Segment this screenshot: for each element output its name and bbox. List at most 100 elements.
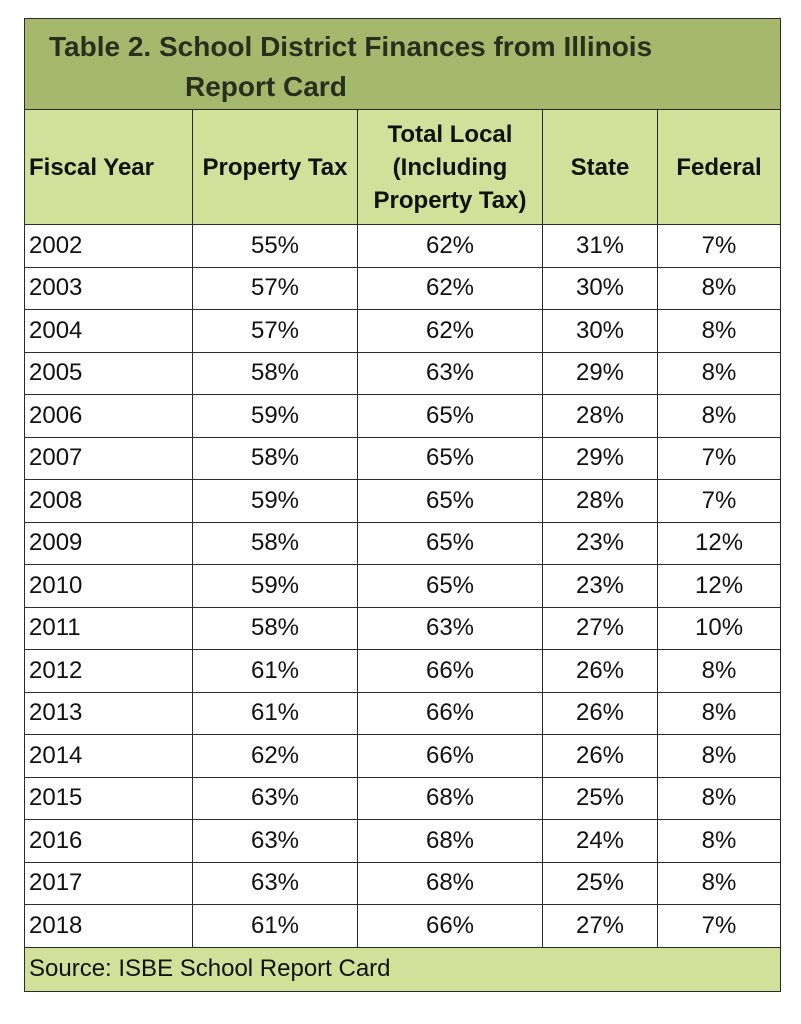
- cell-fiscal-year: 2014: [24, 734, 193, 778]
- cell-federal: 7%: [656, 436, 782, 480]
- header-row: Fiscal Year Property Tax Total Local (In…: [24, 109, 782, 225]
- cell-total-local: 65%: [357, 521, 543, 565]
- cell-state: 26%: [542, 649, 658, 693]
- cell-total-local: 63%: [357, 351, 543, 395]
- cell-federal: 8%: [656, 394, 782, 438]
- cell-state: 23%: [542, 521, 658, 565]
- table-row: 2010 59% 65% 23% 12%: [24, 564, 782, 608]
- cell-federal: 8%: [656, 691, 782, 735]
- table-row: 2011 58% 63% 27% 10%: [24, 606, 782, 650]
- header-federal: Federal: [656, 109, 782, 225]
- cell-federal: 10%: [656, 606, 782, 650]
- cell-total-local: 65%: [357, 436, 543, 480]
- cell-state: 25%: [542, 776, 658, 820]
- cell-property-tax: 63%: [192, 776, 358, 820]
- cell-total-local: 66%: [357, 904, 543, 948]
- cell-property-tax: 61%: [192, 691, 358, 735]
- cell-state: 30%: [542, 309, 658, 353]
- cell-federal: 7%: [656, 904, 782, 948]
- cell-total-local: 68%: [357, 861, 543, 905]
- cell-state: 30%: [542, 266, 658, 310]
- cell-property-tax: 59%: [192, 479, 358, 523]
- cell-state: 25%: [542, 861, 658, 905]
- cell-property-tax: 59%: [192, 564, 358, 608]
- table-row: 2007 58% 65% 29% 7%: [24, 436, 782, 480]
- cell-property-tax: 61%: [192, 649, 358, 693]
- header-total-local-line-3: Property Tax): [373, 186, 527, 214]
- cell-property-tax: 57%: [192, 309, 358, 353]
- table-row: 2014 62% 66% 26% 8%: [24, 734, 782, 778]
- cell-fiscal-year: 2011: [24, 606, 193, 650]
- table-row: 2006 59% 65% 28% 8%: [24, 394, 782, 438]
- cell-total-local: 68%: [357, 776, 543, 820]
- cell-federal: 8%: [656, 649, 782, 693]
- cell-total-local: 65%: [357, 479, 543, 523]
- table-row: 2004 57% 62% 30% 8%: [24, 309, 782, 353]
- table-row: 2016 63% 68% 24% 8%: [24, 819, 782, 863]
- table-row: 2015 63% 68% 25% 8%: [24, 776, 782, 820]
- cell-property-tax: 63%: [192, 819, 358, 863]
- cell-fiscal-year: 2002: [24, 224, 193, 268]
- cell-total-local: 62%: [357, 309, 543, 353]
- table-row: 2009 58% 65% 23% 12%: [24, 521, 782, 565]
- cell-state: 26%: [542, 691, 658, 735]
- cell-fiscal-year: 2015: [24, 776, 193, 820]
- cell-total-local: 66%: [357, 691, 543, 735]
- cell-fiscal-year: 2007: [24, 436, 193, 480]
- table-row: 2018 61% 66% 27% 7%: [24, 904, 782, 948]
- cell-total-local: 63%: [357, 606, 543, 650]
- cell-fiscal-year: 2010: [24, 564, 193, 608]
- cell-property-tax: 58%: [192, 521, 358, 565]
- cell-fiscal-year: 2005: [24, 351, 193, 395]
- source-row: Source: ISBE School Report Card: [23, 946, 782, 992]
- cell-fiscal-year: 2004: [24, 309, 193, 353]
- cell-fiscal-year: 2003: [24, 266, 193, 310]
- table-title: Table 2. School District Finances from I…: [23, 18, 782, 110]
- cell-fiscal-year: 2013: [24, 691, 193, 735]
- cell-property-tax: 61%: [192, 904, 358, 948]
- cell-state: 23%: [542, 564, 658, 608]
- table-body: 2002 55% 62% 31% 7% 2003 57% 62% 30% 8% 2004 57% 62%…: [24, 224, 782, 948]
- cell-total-local: 66%: [357, 734, 543, 778]
- finances-table: Table 2. School District Finances from I…: [23, 18, 782, 992]
- title-row: Table 2. School District Finances from I…: [23, 18, 782, 110]
- cell-fiscal-year: 2008: [24, 479, 193, 523]
- cell-property-tax: 63%: [192, 861, 358, 905]
- source-note: Source: ISBE School Report Card: [23, 946, 782, 992]
- table-row: 2017 63% 68% 25% 8%: [24, 861, 782, 905]
- cell-state: 27%: [542, 904, 658, 948]
- cell-fiscal-year: 2016: [24, 819, 193, 863]
- table-row: 2002 55% 62% 31% 7%: [24, 224, 782, 268]
- header-property-tax: Property Tax: [192, 109, 358, 225]
- cell-state: 26%: [542, 734, 658, 778]
- header-total-local-line-1: Total Local: [387, 120, 513, 148]
- table-title-line-1: Table 2. School District Finances from I…: [49, 31, 653, 62]
- cell-state: 28%: [542, 394, 658, 438]
- cell-total-local: 68%: [357, 819, 543, 863]
- cell-total-local: 62%: [357, 224, 543, 268]
- cell-fiscal-year: 2018: [24, 904, 193, 948]
- cell-state: 28%: [542, 479, 658, 523]
- cell-state: 31%: [542, 224, 658, 268]
- cell-federal: 8%: [656, 776, 782, 820]
- cell-property-tax: 59%: [192, 394, 358, 438]
- cell-state: 29%: [542, 351, 658, 395]
- cell-property-tax: 58%: [192, 436, 358, 480]
- cell-property-tax: 55%: [192, 224, 358, 268]
- cell-fiscal-year: 2006: [24, 394, 193, 438]
- cell-state: 24%: [542, 819, 658, 863]
- cell-federal: 7%: [656, 479, 782, 523]
- cell-federal: 8%: [656, 309, 782, 353]
- cell-fiscal-year: 2017: [24, 861, 193, 905]
- cell-fiscal-year: 2012: [24, 649, 193, 693]
- header-total-local-line-2: (Including: [392, 153, 508, 181]
- table-row: 2005 58% 63% 29% 8%: [24, 351, 782, 395]
- cell-total-local: 66%: [357, 649, 543, 693]
- header-state: State: [542, 109, 658, 225]
- finances-table-container: Table 2. School District Finances from I…: [23, 18, 782, 992]
- cell-total-local: 62%: [357, 266, 543, 310]
- cell-property-tax: 62%: [192, 734, 358, 778]
- cell-total-local: 65%: [357, 564, 543, 608]
- cell-federal: 8%: [656, 266, 782, 310]
- table-title-line-2: Report Card: [185, 71, 347, 102]
